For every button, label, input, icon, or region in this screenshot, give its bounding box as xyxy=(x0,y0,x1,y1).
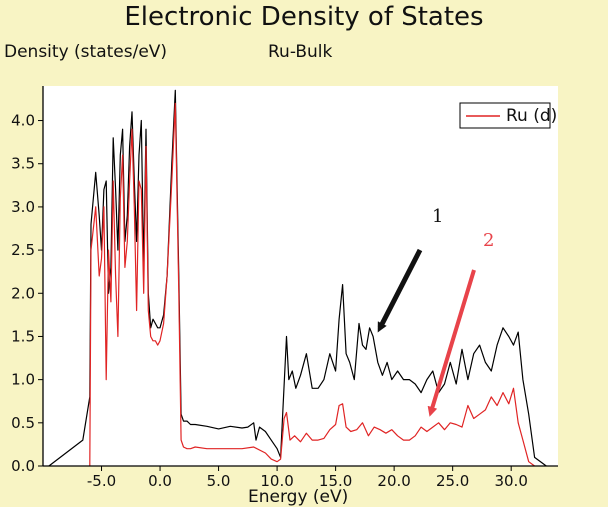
y-tick-label: 2.5 xyxy=(11,241,35,259)
annotation-2-label: 2 xyxy=(483,230,494,251)
series-line-ru-d xyxy=(89,102,535,467)
x-tick-label: -5.0 xyxy=(87,472,116,490)
annotations: 1 2 xyxy=(377,206,494,417)
y-tick-label: 1.5 xyxy=(11,327,35,345)
x-ticks: -5.0 0.0 5.0 10.0 15.0 20.0 25.0 30.0 xyxy=(87,466,528,490)
annotation-1-label: 1 xyxy=(432,206,443,227)
x-axis-label: Energy (eV) xyxy=(248,487,349,507)
x-tick-label: 20.0 xyxy=(377,472,410,490)
x-tick-label: 5.0 xyxy=(207,472,231,490)
y-tick-label: 4.0 xyxy=(11,112,35,130)
y-tick-label: 0.5 xyxy=(11,414,35,432)
x-tick-label: 15.0 xyxy=(319,472,352,490)
y-axis-label: Density (states/eV) xyxy=(4,42,168,62)
y-tick-label: 3.0 xyxy=(11,198,35,216)
legend: Ru (d) xyxy=(459,102,557,129)
x-tick-label: 0.0 xyxy=(148,472,172,490)
x-tick-label: 30.0 xyxy=(494,472,527,490)
y-tick-label: 0.0 xyxy=(11,457,35,475)
y-ticks: 0.0 0.5 1.0 1.5 2.0 2.5 3.0 3.5 4.0 xyxy=(11,112,43,475)
y-tick-label: 2.0 xyxy=(11,284,35,302)
annotation-2-arrow xyxy=(427,269,476,417)
x-tick-label: 25.0 xyxy=(436,472,469,490)
series-layer xyxy=(48,89,547,467)
series-line-total xyxy=(48,89,547,467)
x-tick-label: 10.0 xyxy=(260,472,293,490)
legend-label-ru-d: Ru (d) xyxy=(506,106,557,126)
chart-subtitle: Ru-Bulk xyxy=(268,42,333,62)
y-tick-label: 1.0 xyxy=(11,371,35,389)
plot-area xyxy=(43,86,558,466)
annotation-1-arrow xyxy=(377,248,423,333)
chart-title: Electronic Density of States xyxy=(124,2,484,32)
y-tick-label: 3.5 xyxy=(11,155,35,173)
